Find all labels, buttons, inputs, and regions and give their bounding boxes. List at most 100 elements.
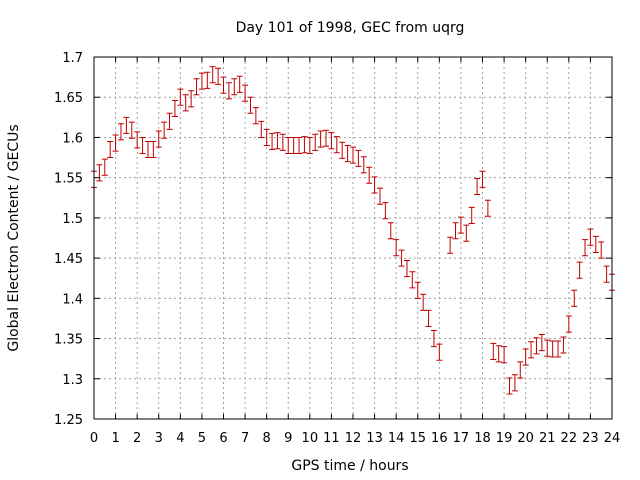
data-point — [182, 94, 189, 112]
y-tick-labels: 1.25 1.3 1.35 1.4 1.45 1.5 1.55 1.6 1.65 1.7 — [54, 51, 83, 428]
data-point — [355, 149, 362, 167]
x-tick-label: 0 — [90, 431, 98, 446]
data-point — [517, 361, 524, 379]
y-tick-label: 1.25 — [54, 413, 83, 428]
data-point — [333, 136, 340, 154]
y-tick-label: 1.35 — [54, 333, 83, 348]
data-point — [582, 239, 589, 257]
grid — [94, 57, 612, 419]
data-point — [565, 315, 572, 333]
data-point — [317, 130, 324, 148]
x-tick-label: 17 — [453, 431, 470, 446]
data-point — [290, 136, 297, 155]
data-point — [549, 340, 556, 358]
x-tick-label: 5 — [198, 431, 206, 446]
y-tick-label: 1.5 — [62, 212, 83, 227]
data-point — [571, 289, 578, 307]
data-point — [479, 170, 486, 188]
data-point — [452, 222, 459, 240]
x-tick-label: 23 — [582, 431, 599, 446]
data-point — [528, 341, 535, 359]
data-point — [209, 66, 216, 84]
data-point — [344, 144, 351, 163]
data-point — [285, 136, 292, 155]
y-tick-label: 1.7 — [62, 51, 83, 66]
data-point — [123, 116, 130, 134]
data-point — [225, 82, 232, 100]
data-point — [560, 336, 567, 354]
data-point — [522, 348, 529, 366]
x-tick-label: 15 — [409, 431, 426, 446]
x-tick-label: 21 — [539, 431, 556, 446]
data-point — [387, 222, 394, 240]
x-tick-label: 14 — [388, 431, 405, 446]
data-point — [263, 128, 270, 146]
data-point — [398, 249, 405, 267]
data-point — [376, 187, 383, 205]
data-point — [533, 337, 540, 355]
x-tick-label: 19 — [496, 431, 513, 446]
data-point — [495, 345, 502, 363]
x-tick-label: 13 — [366, 431, 383, 446]
x-tick-label: 9 — [284, 431, 292, 446]
data-point — [339, 141, 346, 159]
data-point — [328, 132, 335, 150]
x-tick-label: 16 — [431, 431, 448, 446]
data-point — [193, 78, 200, 96]
data-point — [139, 136, 146, 155]
x-tick-label: 12 — [345, 431, 362, 446]
x-axis-label: GPS time / hours — [291, 458, 408, 474]
data-point — [112, 134, 119, 152]
data-point — [215, 67, 222, 85]
data-point — [117, 123, 124, 141]
y-axis-label: Global Electron Content / GECUs — [6, 124, 22, 351]
data-point — [279, 133, 286, 151]
data-point — [371, 176, 378, 194]
data-point — [274, 132, 281, 150]
data-point — [425, 309, 432, 327]
data-point — [538, 334, 545, 352]
data-point — [134, 131, 141, 149]
data-point — [312, 133, 319, 151]
data-point — [166, 112, 173, 130]
x-tick-label: 11 — [323, 431, 340, 446]
data-point — [511, 374, 518, 392]
x-tick-label: 18 — [474, 431, 491, 446]
chart-title: Day 101 of 1998, GEC from uqrg — [236, 20, 465, 36]
data-point — [474, 177, 481, 196]
x-tick-label: 20 — [517, 431, 534, 446]
y-tick-label: 1.65 — [54, 91, 83, 106]
data-point — [301, 136, 308, 154]
data-point — [366, 166, 373, 184]
data-point — [457, 216, 464, 234]
data-point — [382, 202, 389, 220]
x-tick-label: 3 — [155, 431, 163, 446]
data-point — [258, 120, 265, 138]
y-tick-label: 1.6 — [62, 131, 83, 146]
data-point — [128, 121, 135, 139]
data-point — [576, 261, 583, 279]
data-point — [501, 346, 508, 364]
data-point — [269, 132, 276, 151]
data-point — [420, 293, 427, 311]
x-tick-label: 7 — [241, 431, 249, 446]
x-tick-label: 22 — [561, 431, 578, 446]
data-point — [306, 136, 313, 155]
data-point — [598, 241, 605, 259]
x-tick-label: 8 — [263, 431, 271, 446]
data-point — [544, 339, 551, 357]
data-point — [409, 271, 416, 289]
data-point — [188, 90, 195, 108]
data-point — [403, 260, 410, 278]
data-point — [436, 343, 443, 361]
data-point — [231, 78, 238, 96]
x-tick-label: 1 — [111, 431, 119, 446]
data-point — [393, 239, 400, 257]
data-point — [96, 164, 103, 182]
axis-ticks — [93, 56, 613, 420]
x-tick-label: 6 — [219, 431, 227, 446]
data-point — [592, 235, 599, 253]
data-point — [323, 129, 330, 147]
data-point — [506, 377, 513, 395]
data-point — [468, 206, 475, 225]
